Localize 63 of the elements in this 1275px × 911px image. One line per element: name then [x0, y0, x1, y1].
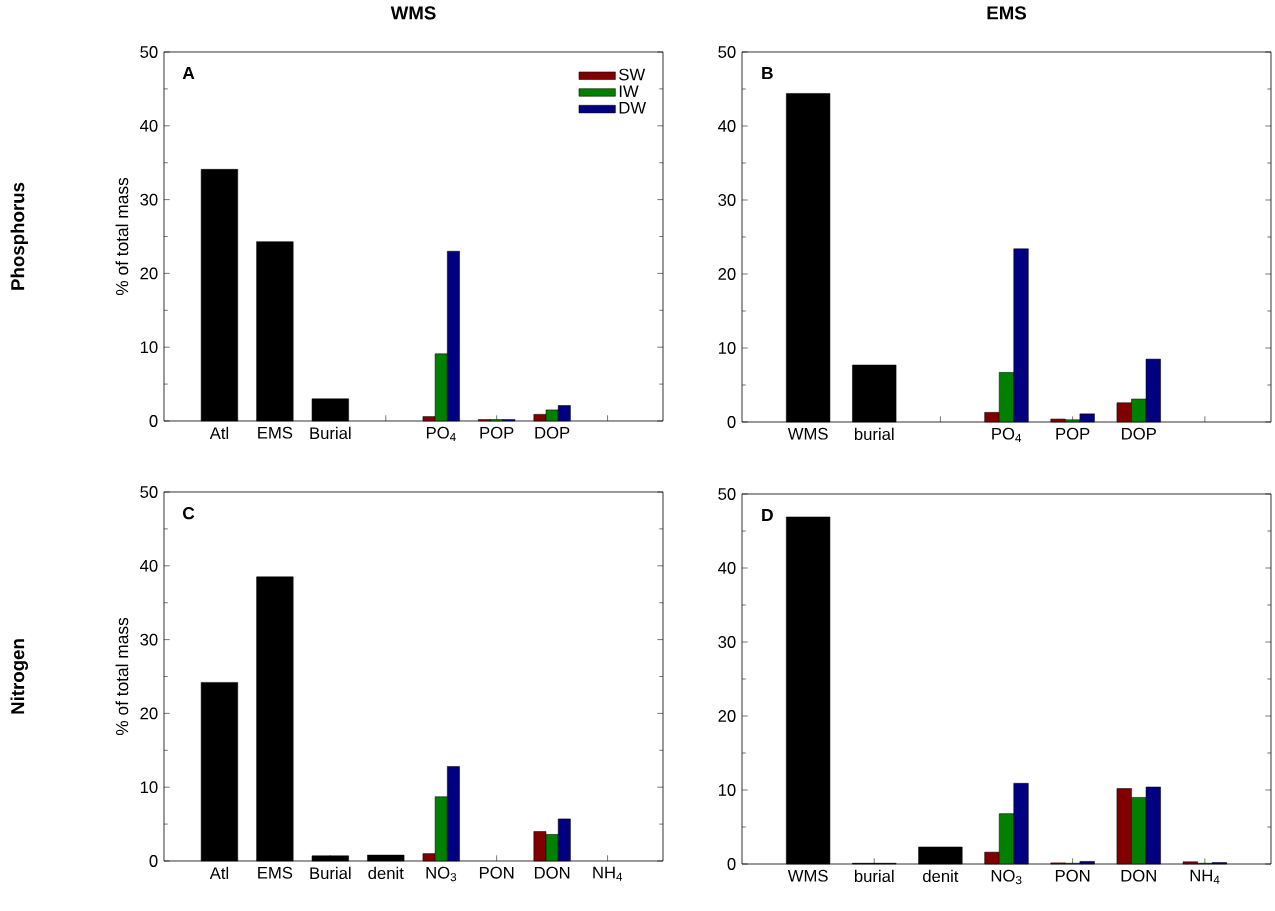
text: Phosphorus: [10, 182, 28, 290]
x-tick-label: denit: [368, 866, 404, 880]
x-tick-label: NO$_{3}$: [426, 866, 457, 882]
x-tick-label: burial: [854, 427, 894, 441]
y-tick-label: 0: [149, 855, 158, 867]
annotation: A: [182, 67, 195, 79]
y-tick-label: 10: [140, 781, 158, 794]
x-tick-label: DON: [534, 866, 570, 879]
text: Nitrogen: [10, 639, 29, 714]
x-tick-label: Atl: [209, 866, 229, 880]
y-tick-label: 30: [718, 636, 736, 648]
legend-label: DW: [619, 102, 647, 114]
chart-title: WMS: [390, 6, 436, 20]
y-tick-label: 30: [718, 194, 736, 206]
x-tick-label: EMS: [258, 866, 293, 879]
y-tick-label: 50: [718, 46, 736, 58]
y-tick-label: 20: [140, 267, 158, 280]
x-tick-label: WMS: [787, 869, 828, 882]
annotation: D: [762, 509, 773, 521]
annotation: C: [183, 507, 195, 520]
x-tick-label: WMS: [787, 427, 828, 440]
x-tick-label: NH$_{4}$: [1190, 869, 1220, 884]
x-tick-label: DON: [1121, 869, 1156, 882]
x-tick-label: POP: [1056, 427, 1090, 440]
x-tick-label: NO$_{3}$: [991, 869, 1022, 885]
y-axis-title: % of total mass: [115, 177, 129, 296]
legend-label: IW: [619, 85, 639, 97]
y-tick-label: 50: [140, 46, 158, 58]
x-tick-label: PO$_{4}$: [992, 427, 1022, 442]
y-tick-label: 40: [718, 562, 736, 574]
x-tick-label: DOP: [1122, 427, 1156, 440]
annotation: B: [762, 67, 773, 79]
x-tick-label: PO$_{4}$: [426, 426, 456, 441]
x-tick-label: Atl: [209, 426, 229, 440]
y-tick-label: 20: [718, 268, 736, 280]
x-tick-label: NH$_{4}$: [593, 866, 623, 881]
x-tick-label: denit: [923, 869, 959, 883]
y-tick-label: 10: [718, 342, 736, 354]
legend-label: SW: [619, 68, 646, 81]
y-axis-title: % of total mass: [115, 617, 129, 736]
x-tick-label: burial: [854, 869, 894, 883]
y-tick-label: 0: [149, 415, 158, 427]
chart-title: EMS: [987, 6, 1027, 20]
x-tick-label: Burial: [310, 866, 351, 880]
y-tick-label: 50: [718, 488, 736, 500]
x-tick-label: DOP: [535, 426, 570, 439]
y-tick-label: 40: [718, 120, 736, 132]
y-tick-label: 0: [727, 858, 736, 870]
y-tick-label: 30: [140, 193, 158, 206]
y-tick-label: 20: [140, 707, 158, 720]
x-tick-label: PON: [1055, 869, 1090, 882]
x-tick-label: POP: [480, 426, 514, 439]
x-tick-label: Burial: [310, 426, 351, 440]
y-tick-label: 10: [140, 341, 158, 354]
x-tick-label: PON: [479, 866, 514, 879]
y-tick-label: 30: [140, 633, 158, 646]
y-tick-label: 20: [718, 710, 736, 722]
y-tick-label: 50: [140, 486, 158, 498]
x-tick-label: EMS: [258, 426, 293, 439]
y-tick-label: 0: [727, 416, 736, 428]
y-tick-label: 40: [140, 559, 158, 572]
y-tick-label: 40: [140, 119, 158, 132]
y-tick-label: 10: [718, 784, 736, 796]
